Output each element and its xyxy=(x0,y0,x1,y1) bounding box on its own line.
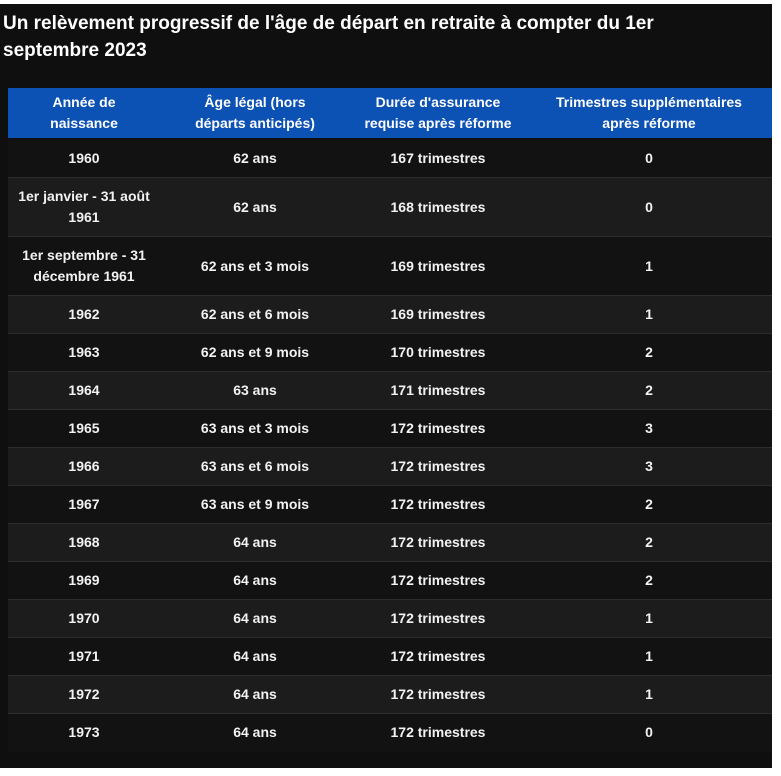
cell-extra-trimesters: 2 xyxy=(526,523,772,562)
table-row: 1960 62 ans 167 trimestres 0 xyxy=(8,139,772,178)
cell-extra-trimesters: 1 xyxy=(526,236,772,296)
cell-birth-year: 1966 xyxy=(8,447,160,486)
cell-extra-trimesters: 1 xyxy=(526,675,772,714)
cell-legal-age: 63 ans et 3 mois xyxy=(160,409,350,448)
cell-birth-year: 1972 xyxy=(8,675,160,714)
cell-legal-age: 62 ans et 3 mois xyxy=(160,236,350,296)
cell-birth-year: 1967 xyxy=(8,485,160,524)
column-header-extra-trimesters: Trimestres supplémentaires après réforme xyxy=(526,88,772,140)
table-row: 1er janvier - 31 août 1961 62 ans 168 tr… xyxy=(8,177,772,237)
table-row: 1964 63 ans 171 trimestres 2 xyxy=(8,371,772,410)
cell-birth-year: 1960 xyxy=(8,139,160,178)
cell-legal-age: 64 ans xyxy=(160,523,350,562)
cell-insurance-duration: 172 trimestres xyxy=(350,523,526,562)
cell-extra-trimesters: 3 xyxy=(526,409,772,448)
page-title: Un relèvement progressif de l'âge de dép… xyxy=(3,13,654,61)
table-row: 1966 63 ans et 6 mois 172 trimestres 3 xyxy=(8,447,772,486)
column-header-insurance-duration: Durée d'assurance requise après réforme xyxy=(350,88,526,140)
cell-insurance-duration: 171 trimestres xyxy=(350,371,526,410)
cell-legal-age: 62 ans et 6 mois xyxy=(160,295,350,334)
table-header-row: Année de naissance Âge légal (hors dépar… xyxy=(8,88,772,140)
cell-insurance-duration: 172 trimestres xyxy=(350,561,526,600)
column-header-birth-year: Année de naissance xyxy=(8,88,160,140)
table-row: 1962 62 ans et 6 mois 169 trimestres 1 xyxy=(8,295,772,334)
cell-insurance-duration: 168 trimestres xyxy=(350,177,526,237)
cell-birth-year: 1968 xyxy=(8,523,160,562)
table-row: 1969 64 ans 172 trimestres 2 xyxy=(8,561,772,600)
cell-insurance-duration: 167 trimestres xyxy=(350,139,526,178)
cell-legal-age: 62 ans xyxy=(160,139,350,178)
retirement-table: Année de naissance Âge légal (hors dépar… xyxy=(8,88,772,752)
table-row: 1963 62 ans et 9 mois 170 trimestres 2 xyxy=(8,333,772,372)
cell-birth-year: 1er septembre - 31 décembre 1961 xyxy=(8,236,160,296)
table-row: 1965 63 ans et 3 mois 172 trimestres 3 xyxy=(8,409,772,448)
table-row: 1972 64 ans 172 trimestres 1 xyxy=(8,675,772,714)
cell-insurance-duration: 170 trimestres xyxy=(350,333,526,372)
table-row: 1968 64 ans 172 trimestres 2 xyxy=(8,523,772,562)
cell-birth-year: 1963 xyxy=(8,333,160,372)
cell-legal-age: 63 ans xyxy=(160,371,350,410)
cell-extra-trimesters: 1 xyxy=(526,295,772,334)
cell-legal-age: 63 ans et 6 mois xyxy=(160,447,350,486)
table-row: 1970 64 ans 172 trimestres 1 xyxy=(8,599,772,638)
cell-extra-trimesters: 0 xyxy=(526,177,772,237)
cell-birth-year: 1962 xyxy=(8,295,160,334)
cell-legal-age: 63 ans et 9 mois xyxy=(160,485,350,524)
column-header-legal-age: Âge légal (hors départs anticipés) xyxy=(160,88,350,140)
cell-extra-trimesters: 3 xyxy=(526,447,772,486)
cell-birth-year: 1964 xyxy=(8,371,160,410)
table-row: 1967 63 ans et 9 mois 172 trimestres 2 xyxy=(8,485,772,524)
cell-insurance-duration: 172 trimestres xyxy=(350,637,526,676)
cell-extra-trimesters: 1 xyxy=(526,637,772,676)
table-row: 1971 64 ans 172 trimestres 1 xyxy=(8,637,772,676)
cell-birth-year: 1970 xyxy=(8,599,160,638)
cell-legal-age: 64 ans xyxy=(160,637,350,676)
cell-birth-year: 1969 xyxy=(8,561,160,600)
cell-insurance-duration: 169 trimestres xyxy=(350,295,526,334)
cell-birth-year: 1973 xyxy=(8,713,160,752)
cell-insurance-duration: 172 trimestres xyxy=(350,675,526,714)
table-row: 1er septembre - 31 décembre 1961 62 ans … xyxy=(8,236,772,296)
cell-legal-age: 64 ans xyxy=(160,599,350,638)
cell-extra-trimesters: 2 xyxy=(526,485,772,524)
table-row: 1973 64 ans 172 trimestres 0 xyxy=(8,713,772,752)
cell-legal-age: 64 ans xyxy=(160,675,350,714)
cell-extra-trimesters: 2 xyxy=(526,561,772,600)
cell-birth-year: 1971 xyxy=(8,637,160,676)
cell-insurance-duration: 172 trimestres xyxy=(350,447,526,486)
cell-insurance-duration: 172 trimestres xyxy=(350,713,526,752)
cell-birth-year: 1er janvier - 31 août 1961 xyxy=(8,177,160,237)
cell-extra-trimesters: 2 xyxy=(526,333,772,372)
cell-insurance-duration: 172 trimestres xyxy=(350,599,526,638)
cell-legal-age: 64 ans xyxy=(160,713,350,752)
cell-legal-age: 62 ans et 9 mois xyxy=(160,333,350,372)
cell-extra-trimesters: 1 xyxy=(526,599,772,638)
cell-insurance-duration: 172 trimestres xyxy=(350,485,526,524)
cell-legal-age: 64 ans xyxy=(160,561,350,600)
cell-birth-year: 1965 xyxy=(8,409,160,448)
cell-legal-age: 62 ans xyxy=(160,177,350,237)
cell-extra-trimesters: 0 xyxy=(526,139,772,178)
cell-insurance-duration: 172 trimestres xyxy=(350,409,526,448)
infographic-panel: Un relèvement progressif de l'âge de dép… xyxy=(0,4,772,768)
cell-extra-trimesters: 0 xyxy=(526,713,772,752)
cell-extra-trimesters: 2 xyxy=(526,371,772,410)
cell-insurance-duration: 169 trimestres xyxy=(350,236,526,296)
